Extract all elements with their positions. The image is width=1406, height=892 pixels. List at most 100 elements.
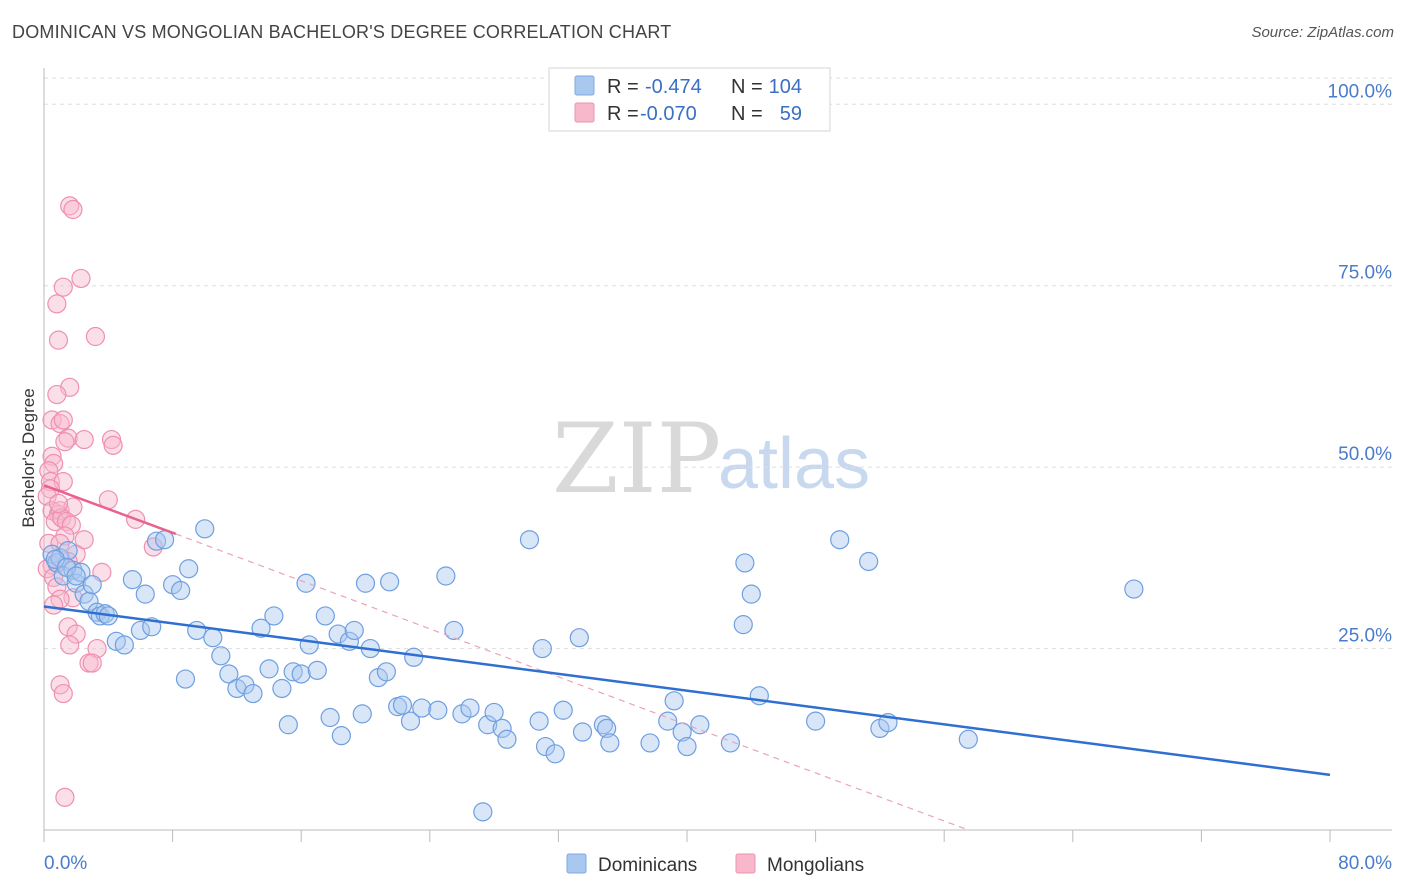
x-ticks [43,830,1331,842]
dominicans-point [859,551,879,572]
legend-swatch-mongolians [574,102,595,123]
y-tick-label: 25.0% [1338,626,1392,647]
mongolians-trend-dashed [175,533,969,831]
chart-title: DOMINICAN VS MONGOLIAN BACHELOR'S DEGREE… [12,22,672,42]
dominicans-point [219,664,239,684]
mongolians-point [74,530,94,550]
dominicans-point [478,715,498,735]
legend-r-value-mongolians: -0.070 [640,103,697,125]
dominicans-point [597,718,617,739]
legend-r-label-dominicans: R = [607,76,639,98]
mongolians-point [63,199,83,220]
dominicans-point [664,691,684,711]
dominicans-point [545,744,565,764]
dominicans-point [203,628,223,648]
dominicans-point [278,715,298,735]
dominicans-point [272,678,292,699]
dominicans-point [569,628,589,648]
dominicans-point [404,647,424,667]
bottom-legend-swatch-mongolians [735,853,756,874]
x-tick-label-max: 80.0% [1338,853,1392,874]
dominicans-point [380,572,400,592]
mongolians-point [53,277,73,297]
mongolians-point [48,493,69,514]
bottom-legend-label-dominicans: Dominicans [598,855,697,876]
dominicans-point [355,573,376,593]
source-label: Source: ZipAtlas.com [1251,24,1394,41]
dominicans-point [1124,579,1144,599]
dominicans-point [400,711,421,731]
mongolians-point [87,638,107,659]
mongolians-point [60,635,80,655]
trend-lines [43,484,1331,831]
mongolians-point [58,428,78,448]
mongolians-point [47,384,67,405]
mongolians-trend-line [43,484,177,536]
mongolians-point [82,653,102,673]
y-tick-label: 50.0% [1338,444,1392,465]
mongolians-point [85,326,106,347]
dominicans-point [460,698,480,718]
dominicans-point [187,620,207,641]
dominicans-point [79,591,99,612]
legend-swatch-dominicans [574,75,595,96]
dominicans-point [532,638,552,659]
dominicans-point [444,620,464,641]
dominicans-point [352,704,372,724]
dominicans-point [154,530,175,550]
dominicans-point [535,736,556,757]
mongolians-point [74,429,94,450]
mongolians-point [44,595,64,615]
dominicans-point [677,736,697,757]
dominicans-point [428,700,448,720]
watermark: ZIP atlas [552,403,870,515]
dominicans-point [690,715,710,735]
y-tick-label: 75.0% [1338,263,1392,284]
gridlines [44,77,1392,650]
dominicans-point [331,726,351,746]
legend-r-label-mongolians: R = [607,103,639,125]
dominicans-point [553,700,573,720]
dominicans-point [492,718,512,739]
dominicans-point [720,733,741,753]
dominicans-point [733,615,753,635]
dominicans-point [130,620,151,641]
dominicans-point [291,664,311,684]
dominicans-point [572,722,593,742]
watermark-atlas: atlas [718,424,870,504]
mongolians-point [50,414,70,434]
mongolians-point [71,268,91,289]
y-tick-labels: 25.0% 50.0% 75.0% 100.0% [1328,81,1393,646]
mongolians-point [42,501,62,521]
dominicans-point [593,715,614,735]
dominicans-point [66,573,86,593]
dominicans-point [299,635,319,655]
mongolians-point [66,624,86,644]
series-legend: Dominicans Mongolians [566,853,864,876]
dominicans-point [436,566,456,586]
legend-n-label-mongolians: N = [731,103,763,125]
dominicans-point [135,584,155,604]
legend-r-value-dominicans: -0.474 [645,76,702,98]
mongolians-point [53,683,73,704]
dominicans-point [296,573,316,593]
mongolians-point [61,515,81,535]
dominicans-point [45,549,65,569]
dominicans-point [484,702,504,723]
dominicans-point [473,802,493,822]
dominicans-point [243,683,263,704]
dominicans-point [640,733,660,753]
dominicans-point [315,606,335,626]
dominicans-point [211,646,231,666]
dominicans-point [146,531,167,551]
mongolians-point [103,435,123,455]
mongolians-point [47,294,67,314]
dominicans-point [392,695,413,715]
dominicans-point [259,659,279,679]
mongolians-point [48,330,69,350]
mongolians-point [60,196,80,216]
bottom-legend-swatch-dominicans [566,853,587,874]
dominicans-point [519,530,540,550]
legend-n-label-dominicans: N = [731,76,763,98]
